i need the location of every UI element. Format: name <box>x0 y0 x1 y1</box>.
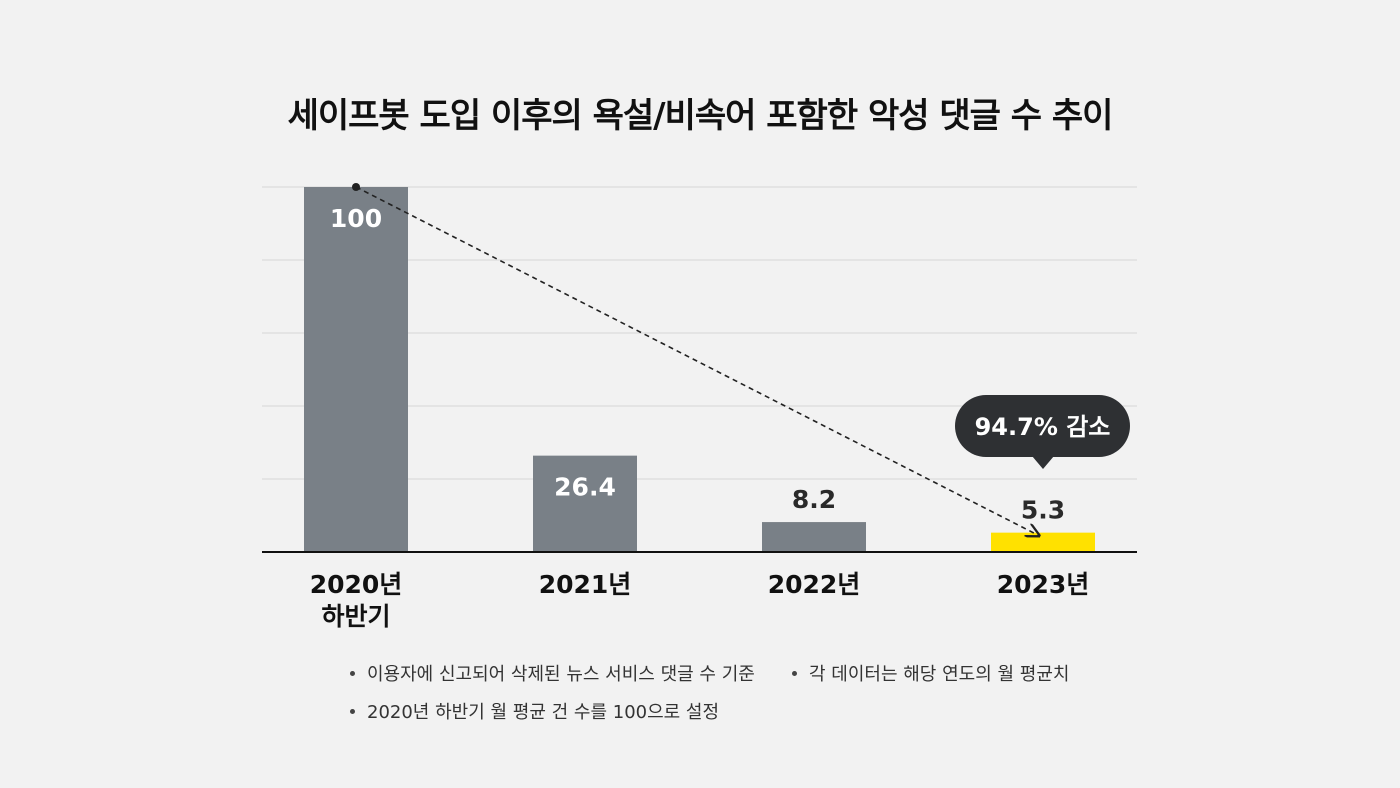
callout-pointer <box>1032 456 1054 469</box>
footnote-text: 각 데이터는 해당 연도의 월 평균치 <box>809 664 1070 685</box>
callout-bubble <box>955 395 1130 457</box>
bar-3 <box>991 532 1095 552</box>
value-label-0: 100 <box>330 204 382 233</box>
value-label-1: 26.4 <box>554 473 616 502</box>
chart-title: 세이프봇 도입 이후의 욕설/비속어 포함한 악성 댓글 수 추이 <box>287 96 1114 136</box>
footnote-text: 이용자에 신고되어 삭제된 뉴스 서비스 댓글 수 기준 <box>367 664 755 685</box>
x-tick-label-2: 2022년 <box>768 570 861 599</box>
bar-0 <box>304 187 408 552</box>
trend-arrow <box>355 186 1039 536</box>
bullet-icon <box>792 670 797 676</box>
value-label-2: 8.2 <box>792 485 836 514</box>
value-label-3: 5.3 <box>1021 496 1065 525</box>
bar-1 <box>533 455 637 552</box>
footnote-item: 각 데이터는 해당 연도의 월 평균치 <box>792 660 1069 686</box>
footnote-text: 2020년 하반기 월 평균 건 수를 100으로 설정 <box>367 702 720 723</box>
footnote-item: 2020년 하반기 월 평균 건 수를 100으로 설정 <box>350 698 719 724</box>
bar-chart: 100 26.4 8.2 5.3 2020년 하반기 2021년 2022년 2023년 94… <box>262 183 1137 631</box>
bar-2 <box>762 522 866 552</box>
footnote-item: 이용자에 신고되어 삭제된 뉴스 서비스 댓글 수 기준 <box>350 660 755 686</box>
bullet-icon <box>350 670 355 676</box>
bullet-icon <box>350 708 355 714</box>
x-tick-label-0: 2020년 하반기 <box>310 570 403 631</box>
x-tick-label-3: 2023년 <box>997 570 1090 599</box>
callout-text: 94.7% 감소 <box>975 413 1111 441</box>
x-tick-label-1: 2021년 <box>539 570 632 599</box>
